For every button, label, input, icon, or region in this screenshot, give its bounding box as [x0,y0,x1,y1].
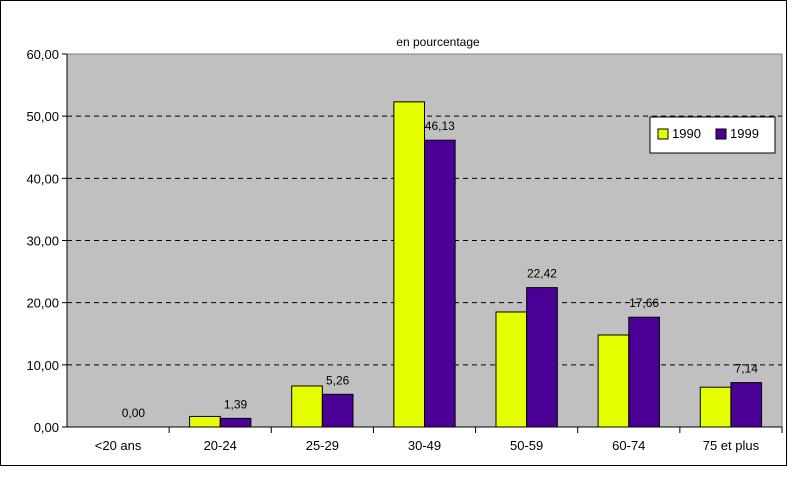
bar-1999 [730,382,763,428]
bar-1999 [628,316,660,428]
y-tick-label: 0,00 [34,420,59,435]
legend-label-1990: 1990 [672,126,701,141]
bar-1999 [424,139,456,428]
legend-swatch-1990 [657,128,669,140]
x-tick-label: 30-49 [408,438,441,453]
bar-1990 [393,101,426,428]
y-tick-label: 30,00 [26,234,59,249]
y-tick-label: 10,00 [26,358,59,373]
y-tick-label: 50,00 [26,109,59,124]
bar-1990 [597,334,630,428]
bar-1990 [699,386,732,428]
bar-1999 [219,417,252,428]
y-tick-label: 40,00 [26,171,59,186]
data-label: 1,39 [224,397,248,411]
x-tick-label: 75 et plus [703,438,760,453]
x-tick-label: 50-59 [510,438,543,453]
bar-1999 [526,287,558,428]
bar-1990 [495,311,528,428]
x-ticks-layer: <20 ans 20-24 25-29 30-49 50-59 60-74 75 et pl… [95,427,783,453]
x-tick-label: <20 ans [95,438,142,453]
x-tick-label: 25-29 [306,438,339,453]
y-tick-label: 60,00 [26,47,59,62]
y-ticks-layer: 0,00 10,00 20,00 30,00 40,00 50,00 60,00 [26,47,67,435]
legend-label-1999: 1999 [730,126,759,141]
data-label: 46,13 [425,119,455,133]
data-label: 7,14 [735,362,759,376]
bar-1990 [291,385,323,428]
x-tick-label: 60-74 [612,438,645,453]
data-label: 0,00 [122,406,146,420]
data-labels-layer: 0,00 1,39 5,26 46,13 22,42 17,66 7,14 [122,119,759,420]
legend: 1990 1999 [649,116,776,154]
chart-title: en pourcentage [396,35,480,49]
x-tick-label: 20-24 [204,438,237,453]
data-label: 17,66 [629,296,659,310]
bar-1990 [189,415,221,428]
legend-swatch-1999 [715,128,727,140]
y-tick-label: 20,00 [26,296,59,311]
data-label: 22,42 [527,267,557,281]
grid-layer [67,115,782,366]
legend-box [649,116,776,154]
bars-layer [189,101,763,428]
bar-1999 [321,393,354,428]
data-label: 5,26 [326,373,350,387]
